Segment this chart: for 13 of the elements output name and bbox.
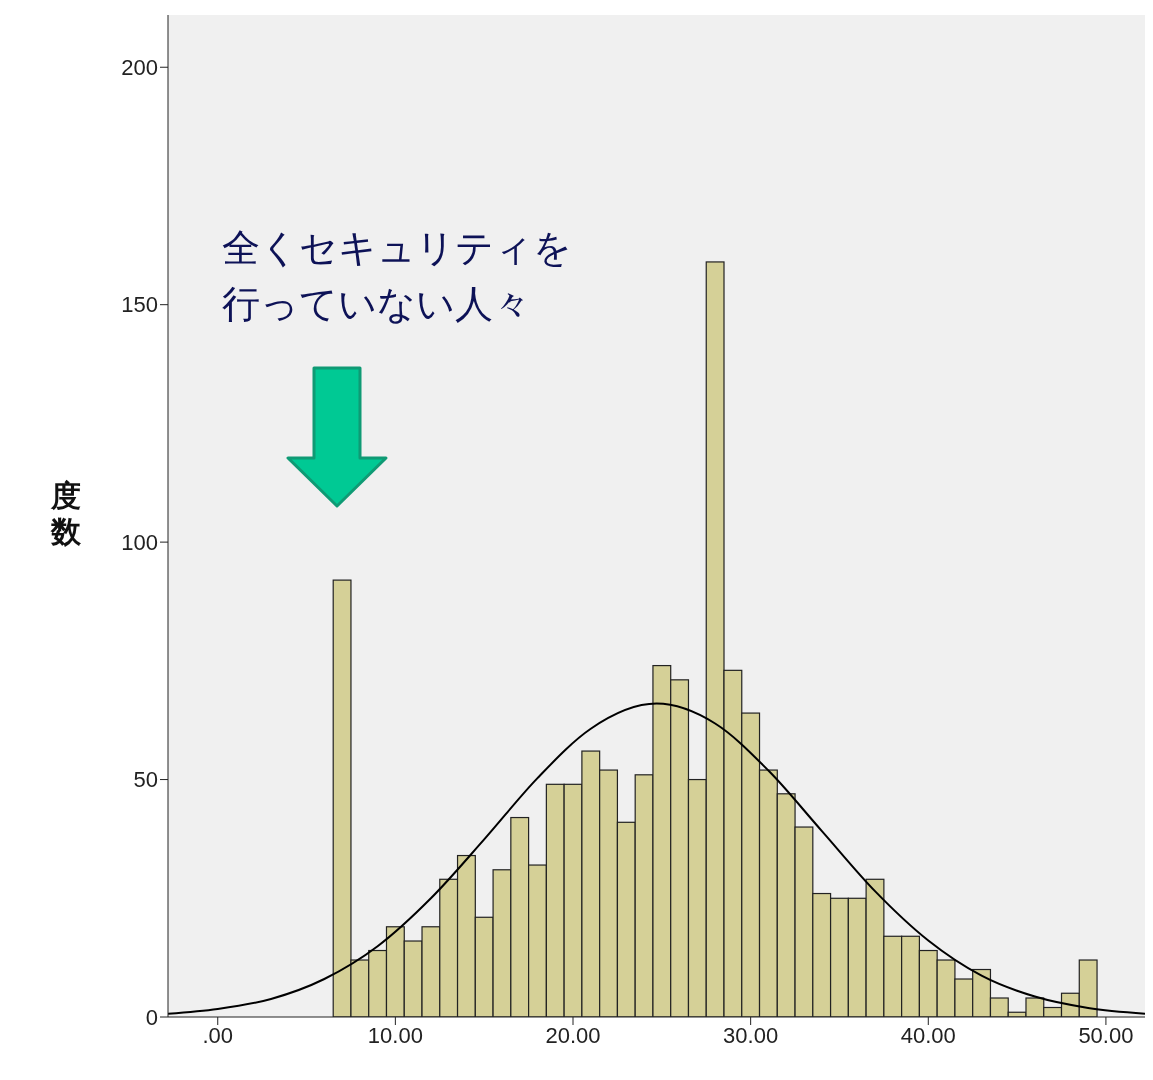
y-tick-label: 0 bbox=[145, 1004, 158, 1030]
x-tick-label: 50.00 bbox=[1078, 1022, 1134, 1048]
y-tick-label: 50 bbox=[133, 767, 158, 793]
x-tick-label: 10.00 bbox=[367, 1022, 423, 1048]
y-axis-title: 度数 bbox=[49, 478, 82, 550]
y-tick-label: 150 bbox=[121, 292, 158, 318]
annotation: 全くセキュリティを行っていない人々 bbox=[222, 225, 572, 328]
x-tick-label: 20.00 bbox=[545, 1022, 601, 1048]
x-tick-label: .00 bbox=[202, 1022, 234, 1048]
x-tick-label: 40.00 bbox=[900, 1022, 956, 1048]
y-tick-label: 100 bbox=[121, 529, 158, 555]
y-tick-label: 200 bbox=[121, 55, 158, 81]
x-tick-label: 30.00 bbox=[723, 1022, 779, 1048]
